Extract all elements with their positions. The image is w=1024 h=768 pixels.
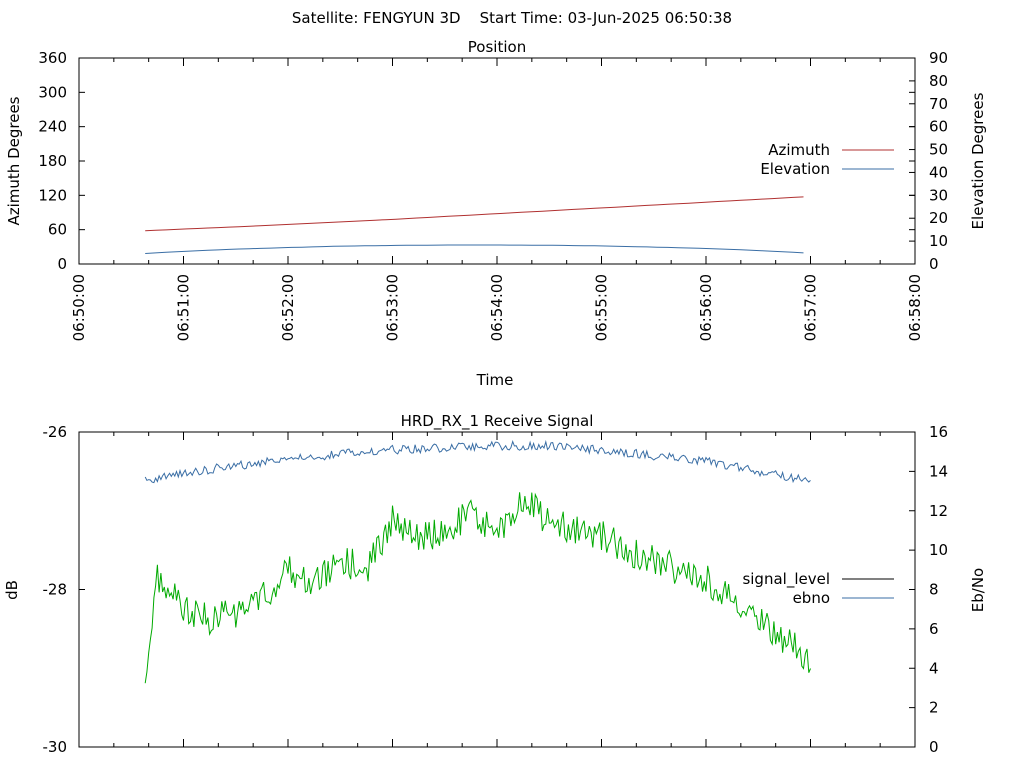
y-tick-label: -26 — [43, 423, 68, 441]
y2-tick-label: 40 — [929, 163, 948, 181]
y-tick-label: 120 — [38, 186, 67, 204]
series-line-Azimuth — [145, 196, 804, 232]
y2-tick-label: 20 — [929, 209, 948, 227]
position-x-axis-label: Time — [476, 371, 514, 389]
series-line-unlabeled — [144, 492, 811, 684]
signal-plot-frame — [78, 431, 916, 748]
signal-chart: HRD_RX_1 Receive Signal -30 -28 -26 0 2 4 6 8 1… — [3, 412, 987, 756]
signal-y2-axis-label: Eb/No — [969, 568, 987, 612]
signal-y-axis-label: dB — [3, 580, 21, 600]
y2-tick-label: 14 — [929, 462, 948, 480]
x-tick-label: 06:52:00 — [279, 274, 297, 341]
series-line-ebno — [144, 439, 811, 484]
position-y2-axis-label: Elevation Degrees — [969, 92, 987, 229]
y-tick-label: 360 — [38, 49, 67, 67]
y2-tick-label: 0 — [929, 255, 939, 273]
position-left-axis: 0 60 120 180 240 300 360 — [38, 49, 915, 273]
y-tick-label: -28 — [43, 581, 68, 599]
x-tick-label: 06:58:00 — [906, 274, 924, 341]
y-tick-label: 60 — [48, 221, 67, 239]
legend-label: Elevation — [760, 160, 830, 178]
y2-tick-label: 10 — [929, 541, 948, 559]
position-chart-title: Position — [468, 38, 526, 56]
y2-tick-label: 0 — [929, 738, 939, 756]
signal-left-axis: -30 -28 -26 — [43, 423, 915, 756]
signal-right-axis: 0 2 4 6 8 10 12 14 16 — [909, 423, 948, 756]
y2-tick-label: 60 — [929, 118, 948, 136]
position-y-axis-label: Azimuth Degrees — [5, 96, 23, 225]
position-chart: Position 0 60 120 180 240 300 360 0 10 20 30 40 50 6… — [5, 38, 987, 389]
series-line-Elevation — [145, 244, 804, 254]
page-title: Satellite: FENGYUN 3D Start Time: 03-Jun… — [292, 9, 732, 27]
x-tick-label: 06:55:00 — [593, 274, 611, 341]
x-tick-label: 06:57:00 — [802, 274, 820, 341]
y2-tick-label: 8 — [929, 581, 939, 599]
y2-tick-label: 30 — [929, 186, 948, 204]
y2-tick-label: 10 — [929, 232, 948, 250]
x-tick-label: 06:50:00 — [70, 274, 88, 341]
legend-label: signal_level — [742, 570, 830, 589]
x-tick-label: 06:53:00 — [384, 274, 402, 341]
x-tick-label: 06:51:00 — [175, 274, 193, 341]
legend-label: Azimuth — [768, 141, 830, 159]
legend-label: ebno — [793, 589, 830, 607]
y-tick-label: -30 — [43, 738, 68, 756]
x-tick-label: 06:54:00 — [488, 274, 506, 341]
y2-tick-label: 16 — [929, 423, 948, 441]
y2-tick-label: 2 — [929, 699, 939, 717]
y-tick-label: 0 — [57, 255, 67, 273]
position-x-axis: 06:50:00 06:51:00 06:52:00 06:53:00 06:54:00… — [70, 58, 924, 341]
y2-tick-label: 6 — [929, 620, 939, 638]
y2-tick-label: 12 — [929, 502, 948, 520]
signal-series-group — [144, 439, 811, 684]
y2-tick-label: 50 — [929, 141, 948, 159]
y-tick-label: 300 — [38, 83, 67, 101]
y2-tick-label: 4 — [929, 659, 939, 677]
position-series-group — [145, 196, 804, 254]
position-right-axis: 0 10 20 30 40 50 60 70 80 90 — [909, 49, 948, 273]
x-tick-label: 06:56:00 — [697, 274, 715, 341]
y-tick-label: 180 — [38, 152, 67, 170]
y-tick-label: 240 — [38, 118, 67, 136]
y2-tick-label: 90 — [929, 49, 948, 67]
signal-x-axis — [78, 432, 916, 747]
y2-tick-label: 80 — [929, 72, 948, 90]
y2-tick-label: 70 — [929, 95, 948, 113]
signal-chart-title: HRD_RX_1 Receive Signal — [401, 412, 594, 431]
